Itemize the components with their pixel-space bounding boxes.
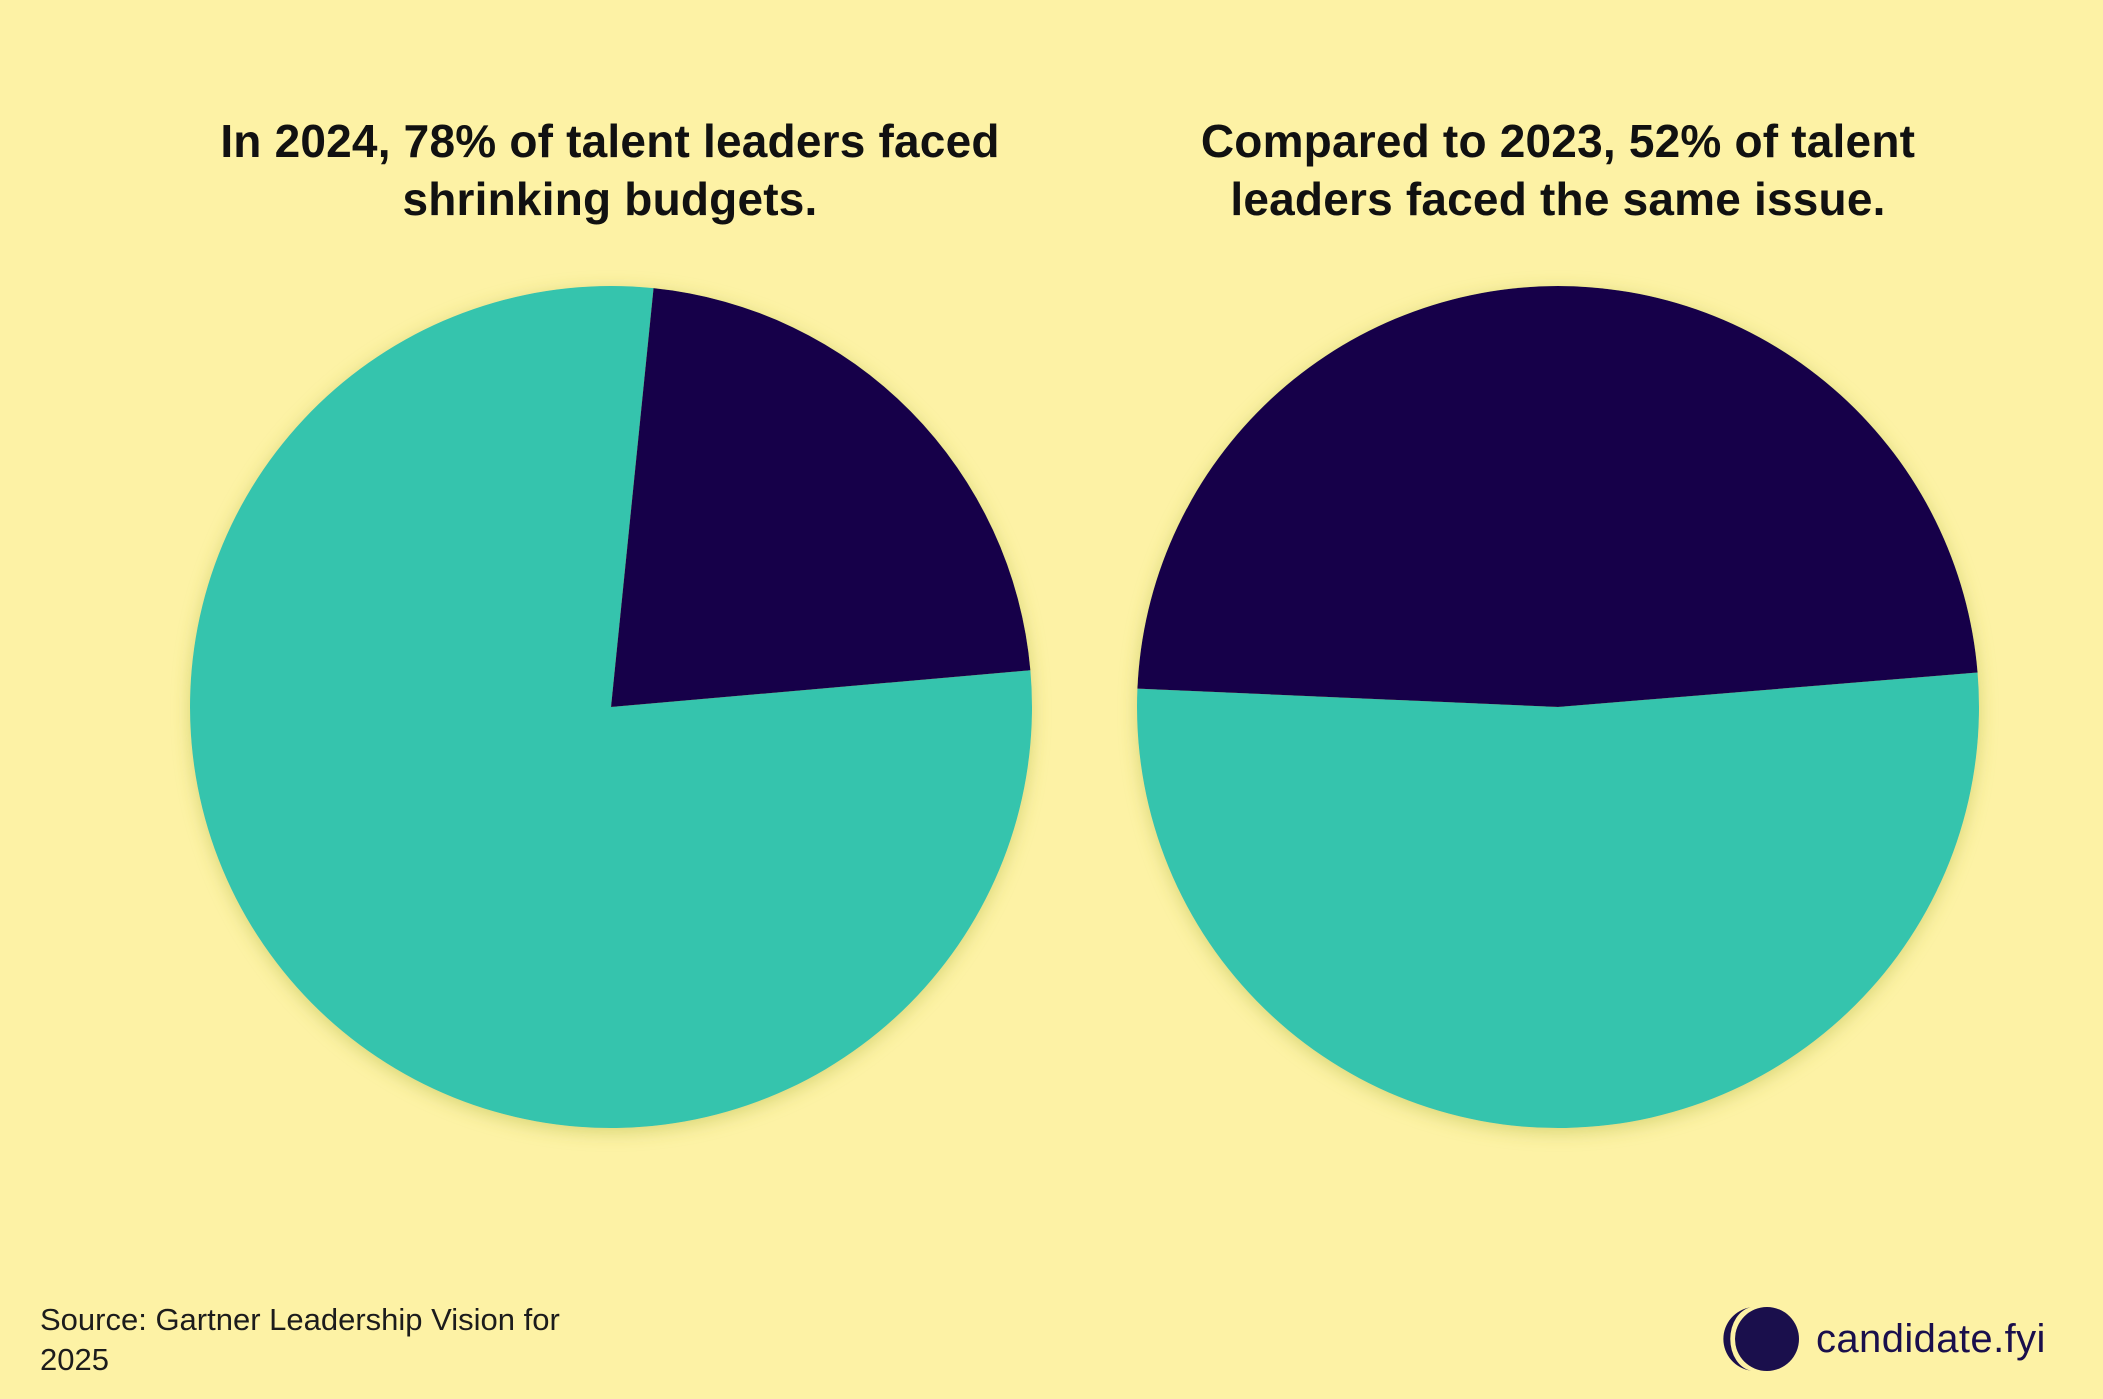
pie-2024 [190, 286, 1033, 1129]
pie-0-slice-0 [190, 286, 1033, 1129]
source-note: Source: Gartner Leadership Vision for 20… [40, 1302, 560, 1377]
brand: candidate.fyi [1718, 1305, 2046, 1373]
brand-name: candidate.fyi [1816, 1316, 2046, 1361]
pie-1-slice-1 [1137, 286, 1978, 707]
pie-0-slice-1 [611, 288, 1031, 707]
candidate-fyi-logo-icon [1723, 1307, 1799, 1371]
chart-title-2024: In 2024, 78% of talent leaders faced shr… [220, 115, 1000, 225]
pie-1-slice-0 [1136, 672, 1979, 1129]
pie-2023 [1136, 286, 1979, 1129]
chart-title-2023: Compared to 2023, 52% of talent leaders … [1200, 115, 1916, 225]
